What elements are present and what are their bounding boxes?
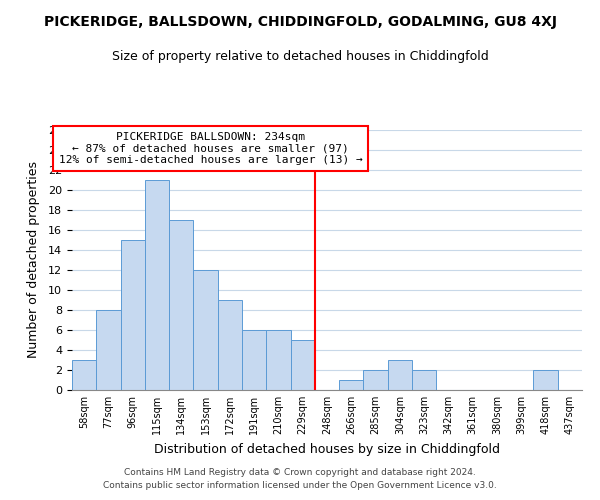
Text: PICKERIDGE, BALLSDOWN, CHIDDINGFOLD, GODALMING, GU8 4XJ: PICKERIDGE, BALLSDOWN, CHIDDINGFOLD, GOD… xyxy=(44,15,557,29)
Text: Size of property relative to detached houses in Chiddingfold: Size of property relative to detached ho… xyxy=(112,50,488,63)
Bar xyxy=(242,330,266,390)
Bar xyxy=(290,340,315,390)
Bar xyxy=(388,360,412,390)
Y-axis label: Number of detached properties: Number of detached properties xyxy=(26,162,40,358)
Bar xyxy=(412,370,436,390)
Text: Contains HM Land Registry data © Crown copyright and database right 2024.
Contai: Contains HM Land Registry data © Crown c… xyxy=(103,468,497,490)
Bar xyxy=(145,180,169,390)
Bar xyxy=(169,220,193,390)
Bar xyxy=(121,240,145,390)
Bar xyxy=(72,360,96,390)
Bar xyxy=(533,370,558,390)
X-axis label: Distribution of detached houses by size in Chiddingfold: Distribution of detached houses by size … xyxy=(154,442,500,456)
Bar xyxy=(266,330,290,390)
Bar xyxy=(364,370,388,390)
Bar xyxy=(218,300,242,390)
Text: PICKERIDGE BALLSDOWN: 234sqm
← 87% of detached houses are smaller (97)
12% of se: PICKERIDGE BALLSDOWN: 234sqm ← 87% of de… xyxy=(59,132,362,165)
Bar xyxy=(96,310,121,390)
Bar xyxy=(339,380,364,390)
Bar xyxy=(193,270,218,390)
